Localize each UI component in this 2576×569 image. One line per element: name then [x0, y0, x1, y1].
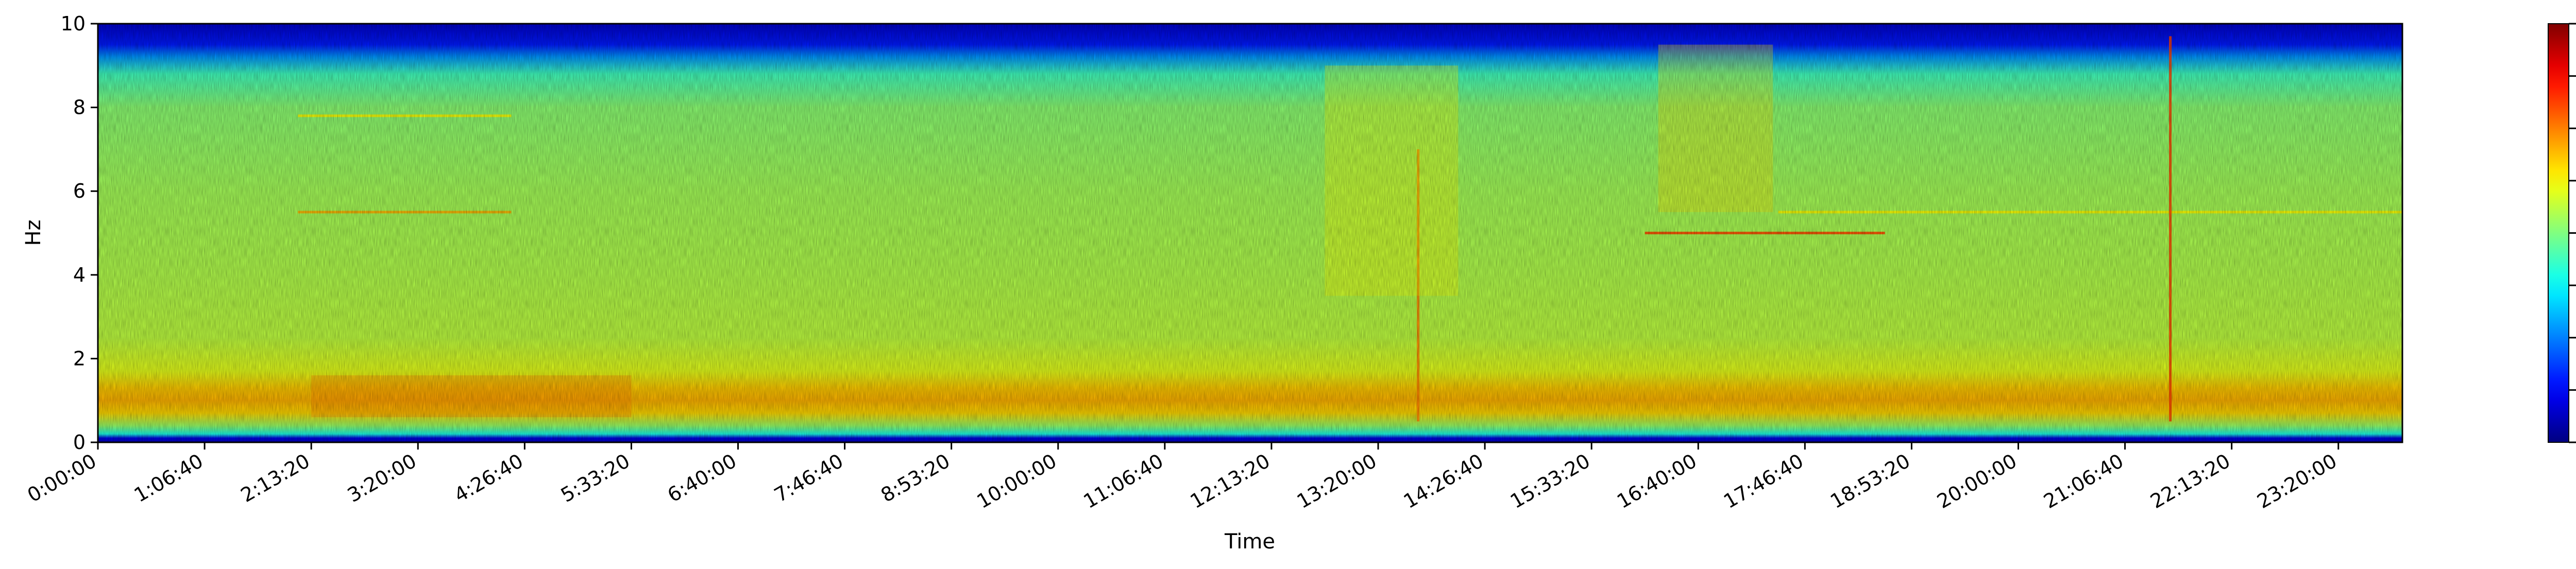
colorbar: +0 dB-10 dB-20 dB-30 dB-40 dB-50 dB-60 d… — [2548, 23, 2576, 443]
colorbar-gradient — [2548, 23, 2569, 443]
colorbar-ticks: +0 dB-10 dB-20 dB-30 dB-40 dB-50 dB-60 d… — [2569, 23, 2576, 443]
y-axis-label: Hz — [22, 219, 45, 246]
plot-frame — [97, 23, 2403, 443]
heatmap-texture — [98, 24, 2402, 442]
y-axis: 0 2 4 6 8 10 — [61, 12, 98, 454]
y-tick-label-4: 8 — [73, 96, 86, 119]
y-tick-label-5: 10 — [61, 12, 86, 35]
y-tick-label-0: 0 — [73, 431, 86, 454]
y-tick-label-1: 2 — [73, 347, 86, 370]
spectrogram-plot — [97, 23, 2403, 443]
x-axis-label: Time — [1224, 530, 1275, 554]
y-tick-label-3: 6 — [73, 180, 86, 202]
y-tick-label-2: 4 — [73, 264, 86, 286]
